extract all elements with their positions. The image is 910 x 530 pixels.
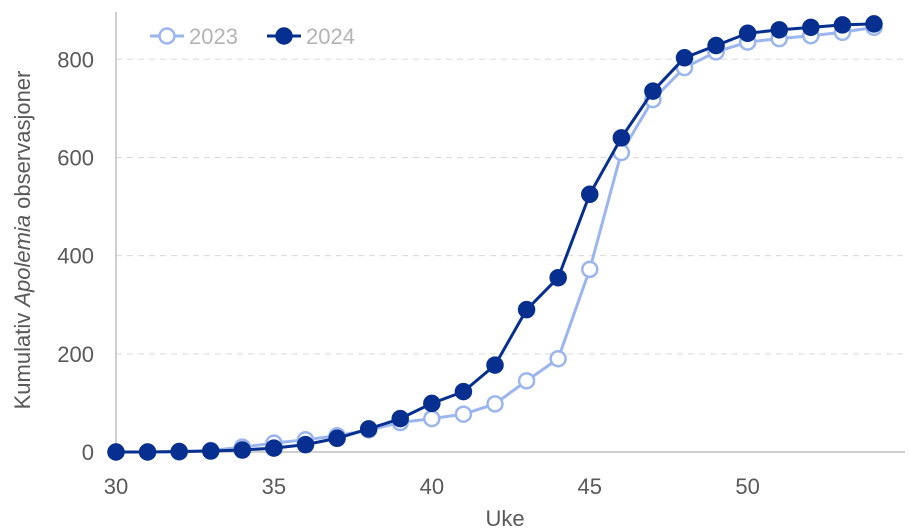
- series-line-2024: [116, 22, 875, 454]
- data-point-2024-35: [265, 439, 283, 457]
- legend-label-2024: 2024: [306, 24, 355, 49]
- y-axis-title-italic: Apolemia: [10, 215, 35, 309]
- data-point-2024-46: [612, 129, 631, 147]
- y-axis-title-prefix: Kumulativ: [10, 307, 35, 410]
- data-point-2023-42: [486, 395, 504, 413]
- data-point-2024-36: [296, 435, 315, 454]
- data-point-2023-43: [517, 372, 536, 390]
- legend: 2023 2024: [150, 24, 355, 49]
- data-point-2024-49: [707, 36, 725, 55]
- x-tick-label: 35: [262, 474, 286, 499]
- series-layer: [107, 15, 883, 461]
- data-point-2023-41: [454, 405, 473, 423]
- gridlines: [116, 58, 905, 355]
- data-point-2024-40: [423, 394, 441, 413]
- data-point-2024-54: [865, 15, 883, 33]
- data-point-2024-52: [802, 18, 820, 37]
- data-point-2023-45: [581, 260, 599, 279]
- y-tick-label: 800: [57, 47, 94, 72]
- data-point-2024-34: [233, 441, 252, 459]
- data-point-2024-43: [517, 300, 536, 319]
- x-tick-label: 45: [578, 474, 602, 499]
- series-line-2023: [116, 25, 875, 454]
- legend-marker-2023: [158, 27, 176, 45]
- data-point-2024-48: [675, 49, 694, 67]
- data-point-2024-37: [328, 429, 346, 448]
- data-point-2024-51: [770, 21, 788, 39]
- data-point-2024-44: [549, 268, 567, 287]
- legend-marker-2024: [275, 27, 293, 45]
- axes: [115, 12, 905, 453]
- data-point-2024-31: [138, 443, 157, 461]
- y-axis-title-suffix: observasjoner: [10, 71, 35, 215]
- data-point-2024-33: [202, 442, 220, 460]
- data-point-2024-30: [107, 443, 125, 461]
- y-tick-label: 400: [57, 244, 94, 269]
- series-2024: [107, 15, 883, 461]
- y-tick-labels: 0 200 400 600 800: [57, 47, 94, 465]
- legend-item-2024: 2024: [267, 24, 355, 49]
- y-tick-label: 200: [57, 342, 94, 367]
- x-axis-title: Uke: [485, 506, 524, 530]
- data-point-2024-42: [486, 356, 504, 374]
- x-tick-labels: 30 35 40 45 50: [104, 474, 760, 499]
- x-tick-label: 30: [104, 474, 128, 499]
- y-tick-label: 0: [82, 440, 94, 465]
- data-point-2024-45: [581, 185, 599, 204]
- legend-item-2023: 2023: [150, 24, 238, 49]
- data-point-2024-38: [359, 420, 378, 438]
- x-tick-label: 40: [420, 474, 444, 499]
- data-point-2024-50: [738, 24, 757, 43]
- y-axis-title: Kumulativ Apolemia observasjoner: [10, 71, 35, 410]
- data-point-2023-44: [549, 349, 567, 368]
- y-tick-label: 600: [57, 145, 94, 170]
- data-point-2023-40: [423, 409, 441, 428]
- series-2023: [107, 18, 883, 461]
- data-point-2024-41: [454, 382, 473, 401]
- data-point-2024-53: [833, 16, 852, 34]
- x-tick-label: 50: [735, 474, 759, 499]
- data-point-2024-32: [170, 442, 188, 461]
- data-point-2024-39: [391, 409, 409, 428]
- legend-label-2023: 2023: [189, 24, 238, 49]
- data-point-2024-47: [644, 82, 662, 100]
